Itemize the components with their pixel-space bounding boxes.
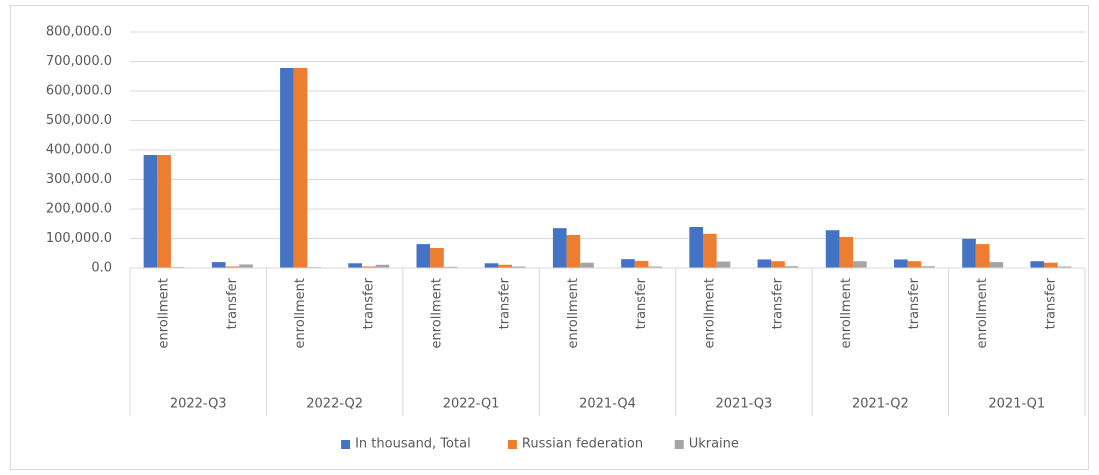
group-label: 2022-Q3 xyxy=(170,397,227,412)
bar xyxy=(361,266,376,268)
group-label: 2021-Q1 xyxy=(988,397,1045,412)
bar xyxy=(894,259,908,268)
group-label: 2022-Q1 xyxy=(443,397,500,412)
x-tick-label: enrollment xyxy=(293,278,308,348)
bar xyxy=(375,264,390,268)
bar xyxy=(757,259,772,268)
bar xyxy=(416,244,431,268)
legend-label: Russian federation xyxy=(522,437,643,452)
x-tick-label: enrollment xyxy=(702,278,717,348)
bar xyxy=(239,264,253,268)
bar xyxy=(157,155,171,268)
bar xyxy=(143,155,158,268)
bar xyxy=(430,247,444,268)
x-tick-label: transfer xyxy=(361,277,376,329)
bar xyxy=(989,262,1004,268)
bar xyxy=(211,262,226,268)
x-tick-label: transfer xyxy=(771,277,786,329)
bar xyxy=(1030,261,1045,268)
chart-border xyxy=(10,5,1089,470)
y-tick-label: 800,000.0 xyxy=(46,25,112,40)
bar xyxy=(580,262,594,268)
bar xyxy=(853,261,867,268)
group-label: 2021-Q4 xyxy=(579,397,636,412)
x-tick-label: transfer xyxy=(634,277,649,329)
bar xyxy=(498,264,512,268)
group-label: 2021-Q2 xyxy=(852,397,909,412)
bar xyxy=(962,238,976,268)
bar xyxy=(907,261,922,268)
bar xyxy=(348,263,362,268)
bar xyxy=(1057,266,1072,268)
x-tick-label: transfer xyxy=(225,277,240,329)
bar xyxy=(921,266,935,268)
x-tick-label: transfer xyxy=(498,277,513,329)
legend-swatch xyxy=(507,440,517,449)
y-tick-label: 0.0 xyxy=(91,261,112,276)
legend-label: Ukraine xyxy=(689,437,739,452)
y-tick-label: 300,000.0 xyxy=(46,172,112,187)
x-tick-label: enrollment xyxy=(429,278,444,348)
y-tick-label: 200,000.0 xyxy=(46,202,112,217)
group-label: 2021-Q3 xyxy=(716,397,773,412)
x-tick-label: enrollment xyxy=(975,278,990,348)
y-tick-label: 600,000.0 xyxy=(46,84,112,99)
bar xyxy=(784,266,799,268)
bar xyxy=(512,266,526,268)
bar xyxy=(280,67,294,269)
bar xyxy=(648,266,663,268)
x-tick-label: enrollment xyxy=(839,278,854,348)
bar xyxy=(293,67,308,269)
bar xyxy=(552,228,567,268)
bar xyxy=(689,226,703,268)
bar xyxy=(716,261,731,268)
legend-swatch xyxy=(674,440,684,449)
bar xyxy=(771,261,785,268)
bar xyxy=(443,266,458,268)
bar xyxy=(975,244,990,268)
x-tick-label: transfer xyxy=(907,277,922,329)
bar xyxy=(634,260,649,268)
y-tick-label: 100,000.0 xyxy=(46,231,112,246)
bar xyxy=(566,234,581,268)
bar xyxy=(839,237,854,268)
x-tick-label: enrollment xyxy=(157,278,172,348)
x-tick-label: transfer xyxy=(1043,277,1058,329)
bar xyxy=(484,263,499,268)
x-tick-label: enrollment xyxy=(566,278,581,348)
bar xyxy=(703,233,717,268)
bar xyxy=(1044,262,1058,268)
bar xyxy=(621,259,635,268)
legend-label: In thousand, Total xyxy=(355,437,471,452)
group-label: 2022-Q2 xyxy=(306,397,363,412)
legend-swatch xyxy=(341,440,351,449)
y-tick-label: 700,000.0 xyxy=(46,54,112,69)
y-tick-label: 400,000.0 xyxy=(46,143,112,158)
y-tick-label: 500,000.0 xyxy=(46,113,112,128)
bar xyxy=(825,230,840,268)
bar xyxy=(225,266,240,268)
